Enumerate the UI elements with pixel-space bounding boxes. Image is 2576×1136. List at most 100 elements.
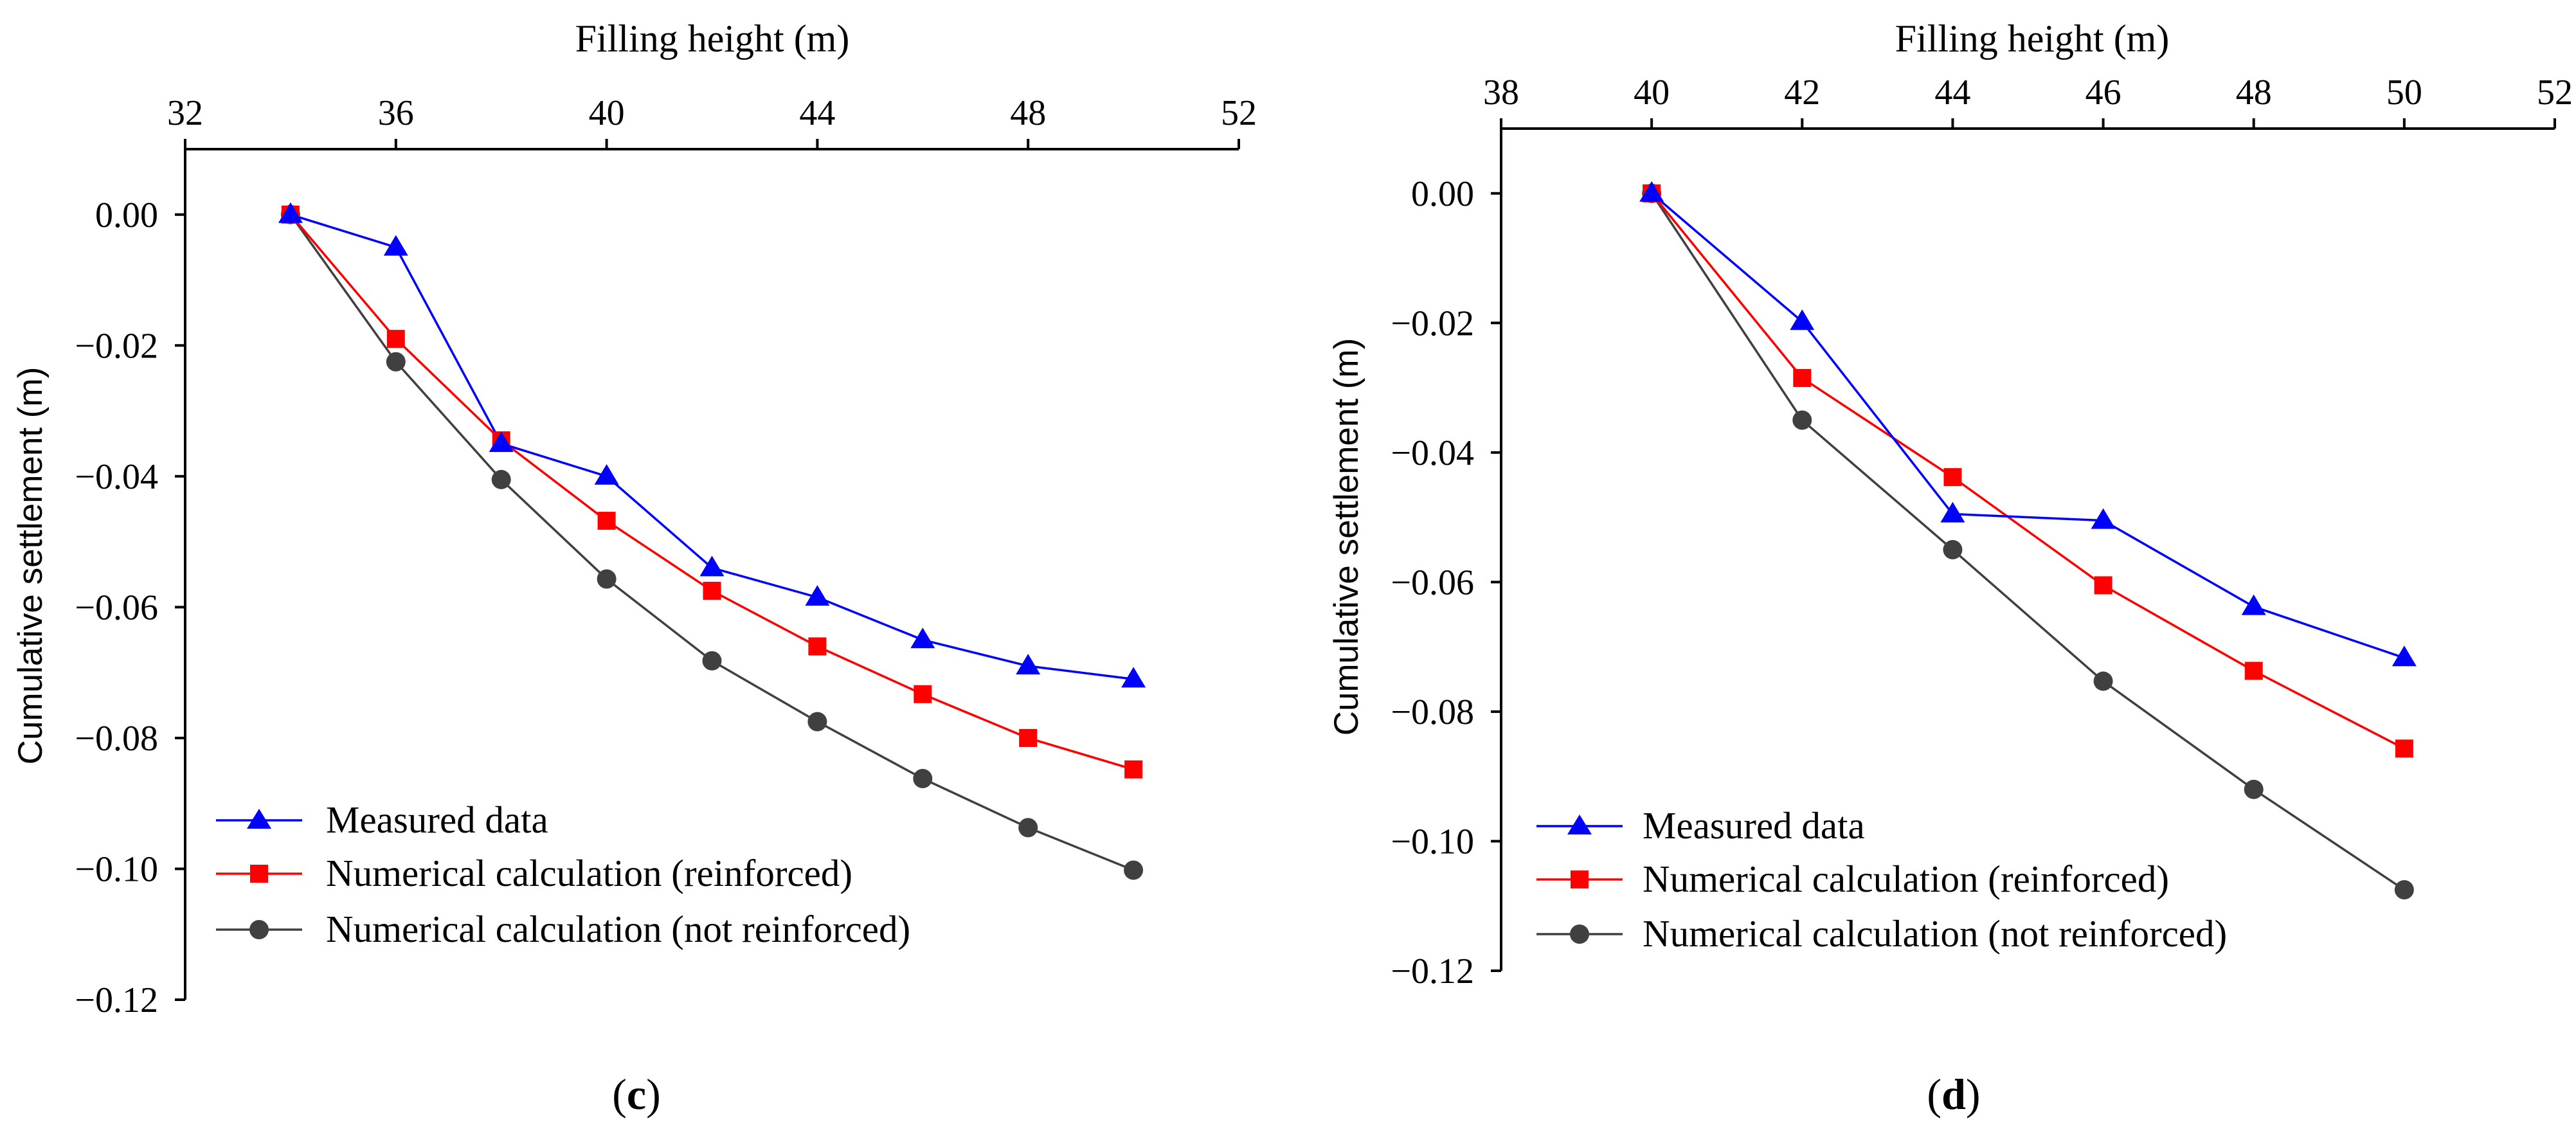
data-point-triangle [2091,508,2116,529]
y-tick-label: −0.12 [75,980,158,1020]
chart-c-legend: Measured data Numerical calculation (rei… [216,798,910,950]
data-point-square [808,637,827,656]
data-point-circle [2244,779,2264,799]
data-point-triangle [1790,309,1815,330]
x-tick-label: 38 [1483,73,1519,113]
y-tick-label: −0.10 [75,849,158,889]
series-line-triangle [290,213,1134,681]
data-point-triangle [2391,645,2417,667]
data-point-square [1019,728,1038,747]
chart-c-panel-letter: c [627,1070,646,1119]
data-point-triangle [1121,667,1146,688]
data-point-square [914,685,932,703]
data-point-triangle [805,585,830,606]
chart-c-legend-label-measured: Measured data [326,798,548,841]
data-point-circle [491,469,511,489]
chart-d-ylabel: Cumulative settlement (m) [1328,338,1365,736]
data-point-circle [386,352,406,372]
y-tick-label: −0.02 [75,326,158,366]
data-point-square [2094,576,2112,595]
chart-d-legend-square-marker [1571,870,1589,888]
x-tick-label: 42 [1784,73,1820,113]
chart-c-yticks: 0.00 −0.02 −0.04 −0.06 −0.08 −0.10 −0.12 [75,195,185,1020]
x-tick-label: 36 [378,93,414,133]
data-point-circle [1792,410,1812,430]
data-point-circle [2394,880,2414,900]
chart-d-legend-triangle-marker [1567,815,1592,834]
chart-c-panel-label: (c) [612,1070,661,1119]
data-point-circle [2093,671,2113,691]
chart-c-xticks: 32 36 40 44 48 52 [167,93,1257,149]
data-point-square [2395,739,2413,758]
x-tick-label: 44 [1934,73,1970,113]
data-point-circle [1124,860,1144,880]
chart-d-legend: Measured data Numerical calculation (rei… [1536,804,2227,955]
chart-d: Filling height (m) Cumulative settlement… [1328,17,2573,1119]
x-tick-label: 32 [167,93,203,133]
chart-d-panel-letter: d [1941,1070,1966,1119]
data-point-triangle [383,235,408,256]
y-tick-label: 0.00 [95,195,158,235]
y-tick-label: −0.02 [1391,303,1474,343]
chart-d-legend-circle-marker [1570,924,1589,944]
data-point-triangle [278,202,303,223]
chart-c-legend-label-reinforced: Numerical calculation (reinforced) [326,852,852,894]
chart-c-legend-triangle-marker [247,809,271,829]
data-point-triangle [2241,594,2266,615]
x-tick-label: 50 [2386,73,2422,113]
x-tick-label: 40 [1634,73,1670,113]
chart-d-legend-label-measured: Measured data [1643,804,1865,847]
x-tick-label: 44 [799,93,835,133]
data-point-circle [807,712,827,732]
data-point-square [386,330,405,348]
y-tick-label: −0.12 [1391,951,1474,991]
y-tick-label: 0.00 [1411,174,1474,214]
data-point-triangle [1940,501,1965,523]
chart-d-xticks: 38 40 42 44 46 48 50 52 [1483,73,2573,129]
chart-c-ylabel: Cumulative settlement (m) [12,367,50,765]
y-tick-label: −0.06 [1391,563,1474,602]
data-point-square [597,512,616,530]
x-tick-label: 46 [2085,73,2121,113]
data-point-square [2244,662,2263,680]
series-line-circle [1650,192,2405,891]
y-tick-label: −0.04 [1391,433,1474,473]
series-line-square [289,213,1134,771]
chart-d-panel-label: (d) [1927,1070,1980,1119]
x-tick-label: 48 [1010,93,1046,133]
y-tick-label: −0.08 [1391,692,1474,732]
data-point-circle [1943,540,1963,559]
chart-c-series-markers [278,202,1146,880]
y-tick-label: −0.04 [75,457,158,497]
chart-d-axes [1500,127,2555,971]
chart-c-axes [184,148,1239,1000]
chart-d-xlabel: Filling height (m) [1895,17,2170,60]
chart-d-series-markers [1639,181,2417,900]
data-point-triangle [594,464,619,485]
x-tick-label: 40 [589,93,625,133]
chart-d-legend-label-not-reinforced: Numerical calculation (not reinforced) [1643,912,2227,955]
x-tick-label: 52 [2537,73,2573,113]
chart-c-legend-label-not-reinforced: Numerical calculation (not reinforced) [326,908,910,950]
series-line-triangle [1651,192,2405,659]
x-tick-label: 52 [1221,93,1257,133]
chart-c-legend-square-marker [250,865,268,883]
data-point-square [1793,368,1812,387]
chart-d-series-lines [1650,192,2405,891]
series-line-square [1650,192,2405,750]
chart-c-xlabel: Filling height (m) [575,17,850,60]
chart-c-legend-circle-marker [249,920,269,939]
data-point-triangle [1016,653,1041,674]
data-point-triangle [1639,181,1664,202]
data-point-triangle [910,627,935,649]
series-line-circle [289,213,1134,872]
data-point-square [703,581,721,600]
chart-d-legend-label-reinforced: Numerical calculation (reinforced) [1643,858,2169,900]
chart-c: Filling height (m) Cumulative settlement… [12,17,1257,1119]
chart-c-series-lines [289,213,1134,872]
data-point-circle [913,769,933,789]
y-tick-label: −0.08 [75,719,158,759]
data-point-triangle [699,555,725,577]
chart-d-yticks: 0.00 −0.02 −0.04 −0.06 −0.08 −0.10 −0.12 [1391,174,1501,991]
